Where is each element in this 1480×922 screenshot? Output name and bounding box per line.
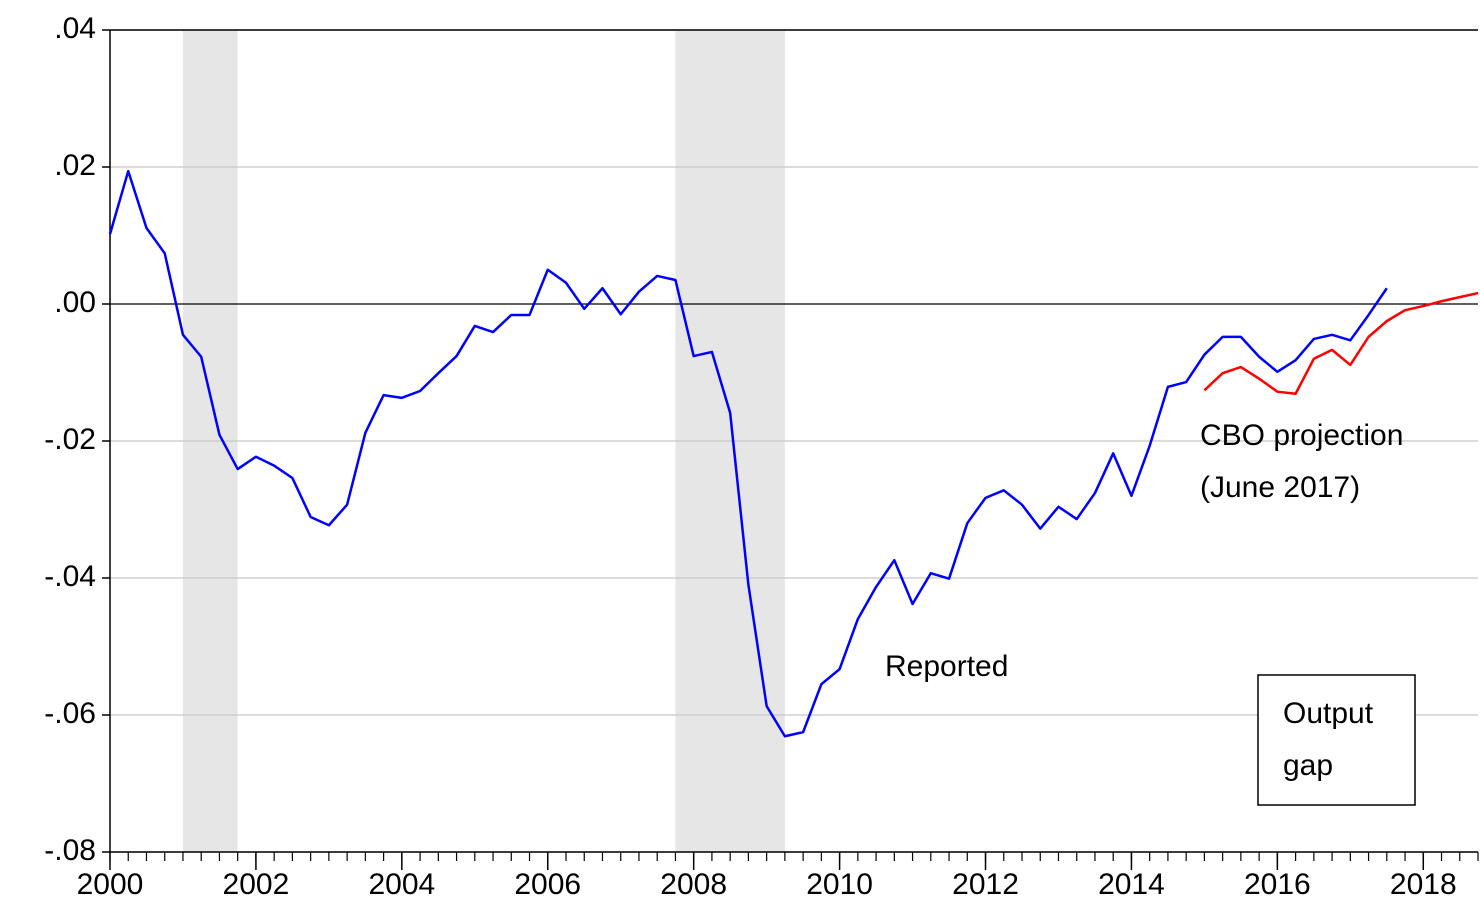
y-tick-label: -.02: [44, 423, 96, 456]
x-tick-label: 2000: [77, 868, 144, 901]
series-line: [1203, 291, 1479, 395]
x-tick-label: 2018: [1390, 868, 1457, 901]
x-tick-label: 2014: [1098, 868, 1165, 901]
x-tick-label: 2004: [368, 868, 435, 901]
x-tick-label: 2002: [223, 868, 290, 901]
x-tick-label: 2010: [806, 868, 873, 901]
y-tick-label: -.04: [44, 560, 96, 593]
y-tick-label: .04: [54, 12, 96, 45]
y-tick-label: .00: [54, 286, 96, 319]
x-tick-label: 2016: [1244, 868, 1311, 901]
series-line: [108, 169, 1388, 738]
y-tick-label: -.06: [44, 697, 96, 730]
series-label: Reported: [885, 650, 1008, 683]
x-tick-label: 2008: [660, 868, 727, 901]
annotation: (June 2017): [1200, 471, 1360, 504]
series-label: CBO projection: [1200, 419, 1403, 452]
y-tick-label: .02: [54, 149, 96, 182]
x-tick-label: 2006: [514, 868, 581, 901]
legend-box: [1257, 674, 1416, 806]
annotation: gap: [1283, 749, 1333, 782]
annotation: Output: [1283, 697, 1374, 730]
y-tick-label: -.08: [44, 834, 96, 867]
x-tick-label: 2012: [952, 868, 1019, 901]
